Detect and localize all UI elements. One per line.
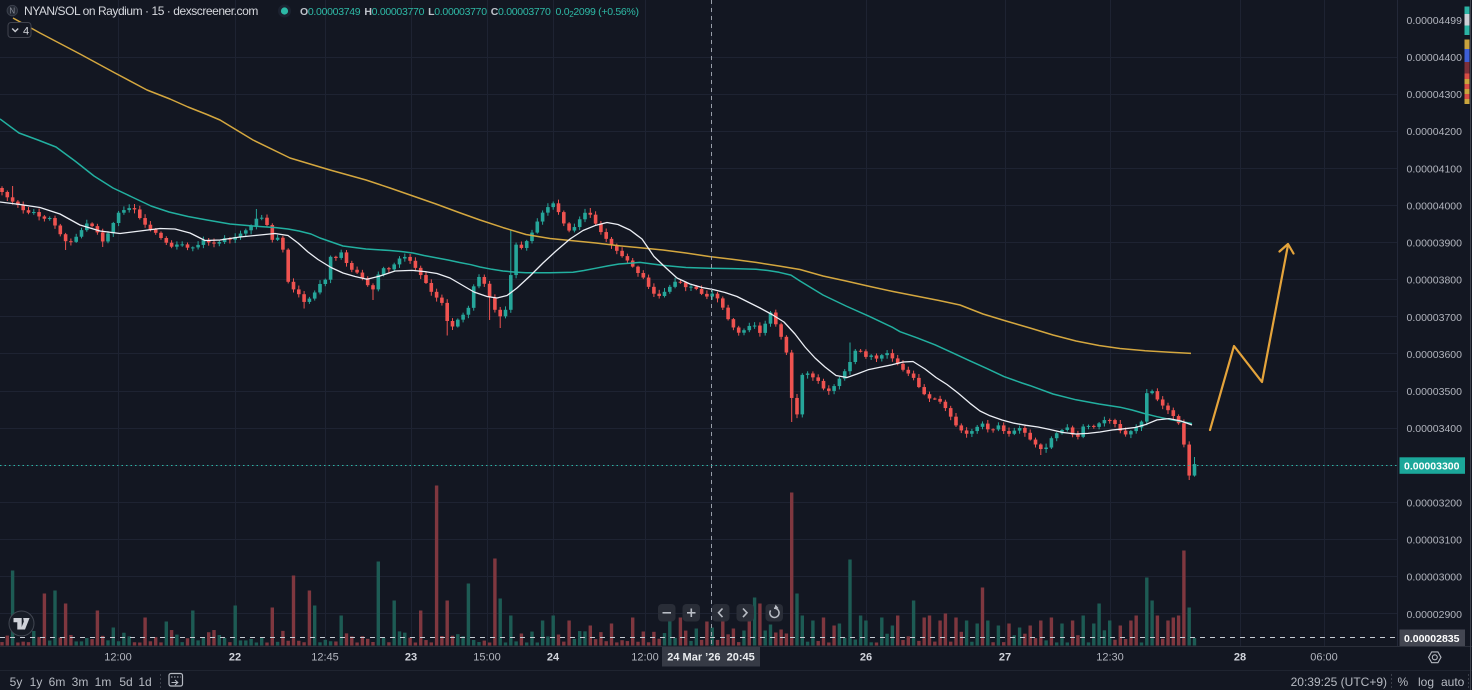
svg-text:12:30: 12:30 [1096, 652, 1124, 664]
svg-text:15:00: 15:00 [473, 652, 501, 664]
svg-text:1m: 1m [95, 675, 112, 689]
svg-text:0.00002835: 0.00002835 [1404, 633, 1460, 645]
svg-text:0.00004300: 0.00004300 [1407, 89, 1463, 101]
svg-text:0.00004000: 0.00004000 [1407, 201, 1463, 213]
svg-text:3m: 3m [72, 675, 89, 689]
svg-text:0.00003300: 0.00003300 [1404, 460, 1460, 472]
svg-text:NYAN/SOL on Raydium · 15 · dex: NYAN/SOL on Raydium · 15 · dexscreener.c… [24, 4, 258, 18]
svg-text:%: % [1398, 675, 1409, 689]
svg-text:0.00003800: 0.00003800 [1407, 275, 1463, 287]
svg-text:0.00003100: 0.00003100 [1407, 535, 1463, 547]
svg-text:1d: 1d [138, 675, 151, 689]
svg-text:26: 26 [860, 652, 872, 664]
svg-text:22: 22 [229, 652, 241, 664]
svg-text:0.00003200: 0.00003200 [1407, 497, 1463, 509]
svg-text:0.00003900: 0.00003900 [1407, 238, 1463, 250]
svg-text:27: 27 [999, 652, 1011, 664]
svg-text:0.00003700: 0.00003700 [1407, 312, 1463, 324]
svg-text:6m: 6m [49, 675, 66, 689]
svg-text:23: 23 [405, 652, 417, 664]
svg-text:auto: auto [1441, 675, 1465, 689]
svg-text:0.00003500: 0.00003500 [1407, 386, 1463, 398]
svg-text:12:00: 12:00 [631, 652, 659, 664]
svg-text:24: 24 [547, 652, 560, 664]
svg-text:5y: 5y [10, 675, 23, 689]
svg-text:0.00003000: 0.00003000 [1407, 572, 1463, 584]
svg-text:0.00004400: 0.00004400 [1407, 52, 1463, 64]
svg-text:0.00003400: 0.00003400 [1407, 423, 1463, 435]
svg-text:06:00: 06:00 [1310, 652, 1338, 664]
svg-text:4: 4 [23, 26, 29, 38]
svg-text:5d: 5d [119, 675, 132, 689]
svg-text:0.00004499: 0.00004499 [1407, 15, 1463, 27]
svg-text:0.00002900: 0.00002900 [1407, 609, 1463, 621]
svg-text:0.00003600: 0.00003600 [1407, 349, 1463, 361]
svg-text:0.00004200: 0.00004200 [1407, 126, 1463, 138]
svg-text:20:39:25 (UTC+9): 20:39:25 (UTC+9) [1291, 675, 1387, 689]
svg-text:1y: 1y [30, 675, 43, 689]
svg-text:24 Mar ’26 20:45: 24 Mar ’26 20:45 [667, 652, 754, 664]
svg-text:28: 28 [1234, 652, 1246, 664]
svg-text:log: log [1418, 675, 1434, 689]
svg-text:12:00: 12:00 [104, 652, 132, 664]
svg-text:12:45: 12:45 [311, 652, 339, 664]
svg-text:N: N [9, 7, 15, 16]
svg-text:0.00004100: 0.00004100 [1407, 163, 1463, 175]
